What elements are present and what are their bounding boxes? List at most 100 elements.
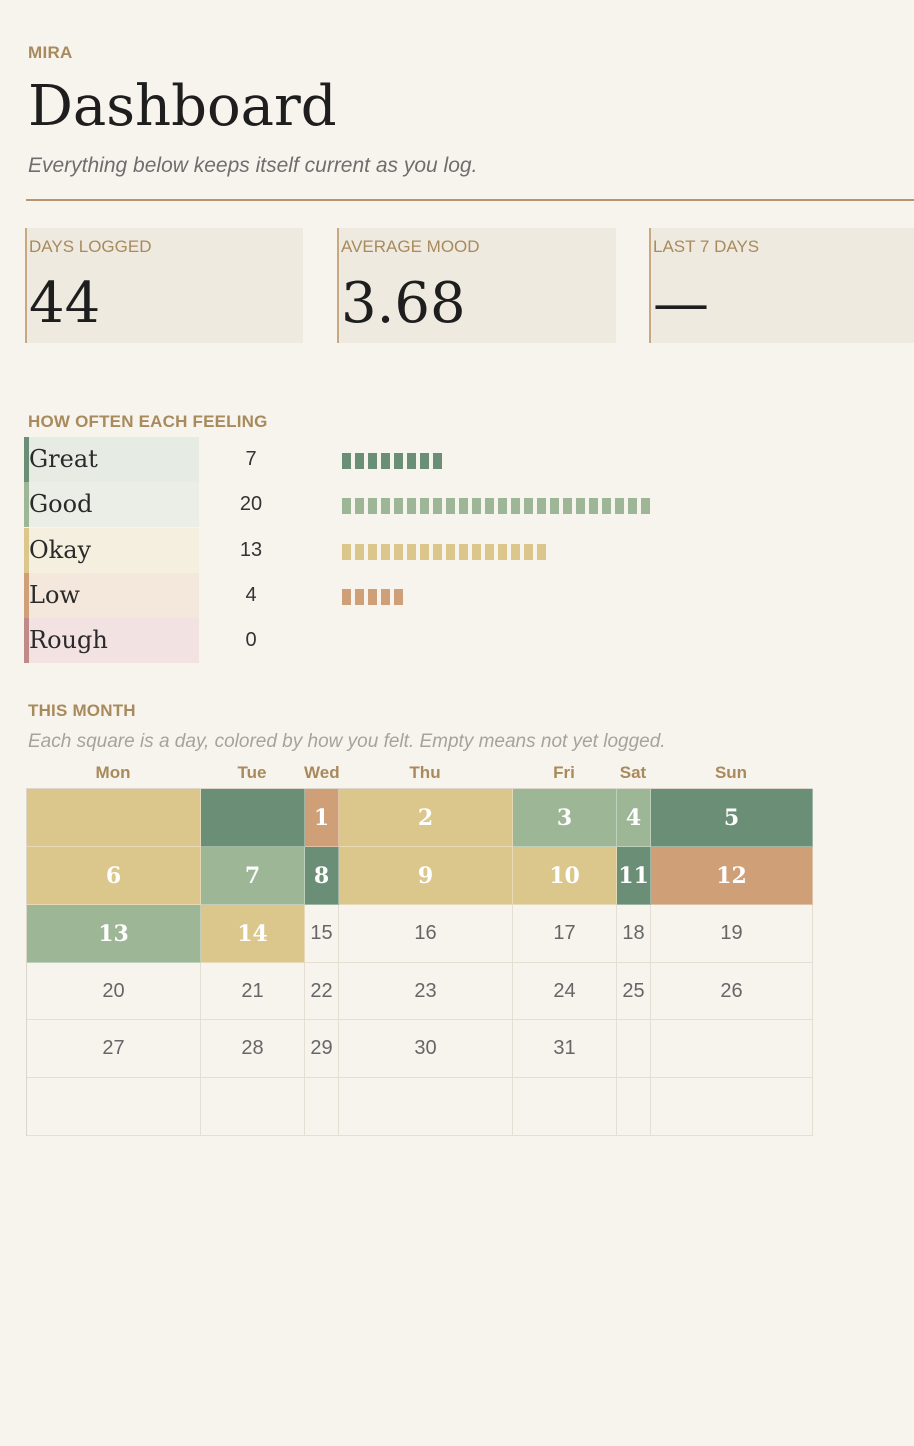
calendar-day[interactable] [27, 789, 201, 847]
feeling-bar-segment [342, 453, 351, 469]
feeling-bar-segment [342, 544, 351, 560]
feeling-bar-segment [355, 453, 364, 469]
calendar-day[interactable]: 12 [651, 847, 813, 905]
feeling-bar [342, 544, 546, 560]
feeling-bar-segment [433, 453, 442, 469]
calendar-day[interactable]: 29 [305, 1020, 339, 1078]
feeling-count: 13 [239, 539, 263, 561]
feeling-bar-segment [381, 589, 390, 605]
calendar-day[interactable]: 9 [339, 847, 513, 905]
feeling-bar-segment [433, 544, 442, 560]
weekday-label: Fri [553, 763, 575, 782]
calendar-day[interactable] [27, 1078, 201, 1136]
feeling-bar-segment [381, 498, 390, 514]
weekday-label: Tue [237, 763, 267, 782]
page-title: Dashboard [28, 74, 337, 139]
feeling-bar-segment [498, 544, 507, 560]
calendar-day[interactable]: 6 [27, 847, 201, 905]
feeling-count: 0 [245, 629, 257, 651]
feeling-bar-segment [576, 498, 585, 514]
calendar-day[interactable]: 17 [513, 905, 617, 963]
feeling-bar-segment [446, 498, 455, 514]
calendar-day[interactable] [651, 1078, 813, 1136]
header-divider [26, 199, 914, 201]
calendar-day[interactable]: 16 [339, 905, 513, 963]
feeling-bar-segment [407, 544, 416, 560]
calendar-day[interactable]: 31 [513, 1020, 617, 1078]
brand-label: MIRA [28, 43, 73, 62]
feelings-heading: HOW OFTEN EACH FEELING [28, 412, 268, 431]
weekday-label: Mon [95, 763, 131, 782]
feeling-bar-segment [485, 498, 494, 514]
calendar-day[interactable]: 23 [339, 963, 513, 1020]
feeling-bar-segment [368, 498, 377, 514]
calendar-day[interactable]: 28 [201, 1020, 305, 1078]
feeling-bar-segment [420, 544, 429, 560]
feeling-bar-segment [472, 544, 481, 560]
calendar-day[interactable] [305, 1078, 339, 1136]
feeling-bar-segment [459, 498, 468, 514]
feeling-name: Low [24, 573, 199, 618]
calendar-day[interactable] [617, 1078, 651, 1136]
calendar-day[interactable]: 7 [201, 847, 305, 905]
feeling-bar-segment [511, 544, 520, 560]
calendar-day[interactable]: 1 [305, 789, 339, 847]
calendar-day[interactable] [201, 1078, 305, 1136]
calendar-day[interactable]: 21 [201, 963, 305, 1020]
weekday-label: Sun [714, 763, 748, 782]
feeling-bar-segment [355, 498, 364, 514]
feeling-bar-segment [394, 453, 403, 469]
calendar-day[interactable]: 2 [339, 789, 513, 847]
calendar-day[interactable] [201, 789, 305, 847]
calendar-day[interactable]: 19 [651, 905, 813, 963]
calendar-day[interactable]: 4 [617, 789, 651, 847]
calendar-day[interactable]: 3 [513, 789, 617, 847]
calendar-day[interactable]: 18 [617, 905, 651, 963]
calendar-day[interactable] [513, 1078, 617, 1136]
calendar-day[interactable] [617, 1020, 651, 1078]
month-heading: THIS MONTH [28, 701, 136, 720]
feeling-bar-segment [420, 498, 429, 514]
calendar-day[interactable]: 30 [339, 1020, 513, 1078]
feeling-bar [342, 453, 442, 469]
calendar-day[interactable]: 27 [27, 1020, 201, 1078]
calendar-day[interactable]: 13 [27, 905, 201, 963]
calendar-day[interactable]: 14 [201, 905, 305, 963]
feeling-bar-segment [368, 544, 377, 560]
feeling-bar-segment [472, 498, 481, 514]
calendar-day[interactable]: 5 [651, 789, 813, 847]
feeling-name: Great [24, 437, 199, 482]
feeling-bar-segment [342, 589, 351, 605]
calendar-grid: 1 2 3 4 5 6 7 8 9 10 11 12 13 14 15 16 17 18 19 20 21 22 23 24 2… [26, 788, 813, 1136]
feeling-count: 20 [239, 493, 263, 515]
stat-value: 44 [29, 271, 101, 336]
calendar-day[interactable]: 8 [305, 847, 339, 905]
feeling-bar-segment [381, 544, 390, 560]
stat-value: — [653, 271, 709, 336]
stat-label: AVERAGE MOOD [341, 237, 480, 256]
feeling-bar [342, 589, 403, 605]
feeling-bar-segment [602, 498, 611, 514]
feeling-bar-segment [641, 498, 650, 514]
feeling-bar-segment [511, 498, 520, 514]
calendar-day[interactable]: 25 [617, 963, 651, 1020]
feeling-bar-segment [394, 544, 403, 560]
calendar-day[interactable] [651, 1020, 813, 1078]
stat-card-last-7-days: LAST 7 DAYS — [649, 228, 914, 343]
feeling-bar-segment [446, 544, 455, 560]
feeling-bar-segment [563, 498, 572, 514]
calendar-day[interactable]: 11 [617, 847, 651, 905]
feeling-count: 7 [245, 448, 257, 470]
calendar-day[interactable]: 24 [513, 963, 617, 1020]
feeling-name: Rough [24, 618, 199, 663]
feeling-bar-segment [628, 498, 637, 514]
calendar-day[interactable]: 10 [513, 847, 617, 905]
calendar-day[interactable]: 22 [305, 963, 339, 1020]
calendar-day[interactable]: 26 [651, 963, 813, 1020]
feeling-bar-segment [381, 453, 390, 469]
feeling-bar-segment [394, 498, 403, 514]
feeling-bar-segment [615, 498, 624, 514]
calendar-day[interactable] [339, 1078, 513, 1136]
calendar-day[interactable]: 20 [27, 963, 201, 1020]
calendar-day[interactable]: 15 [305, 905, 339, 963]
